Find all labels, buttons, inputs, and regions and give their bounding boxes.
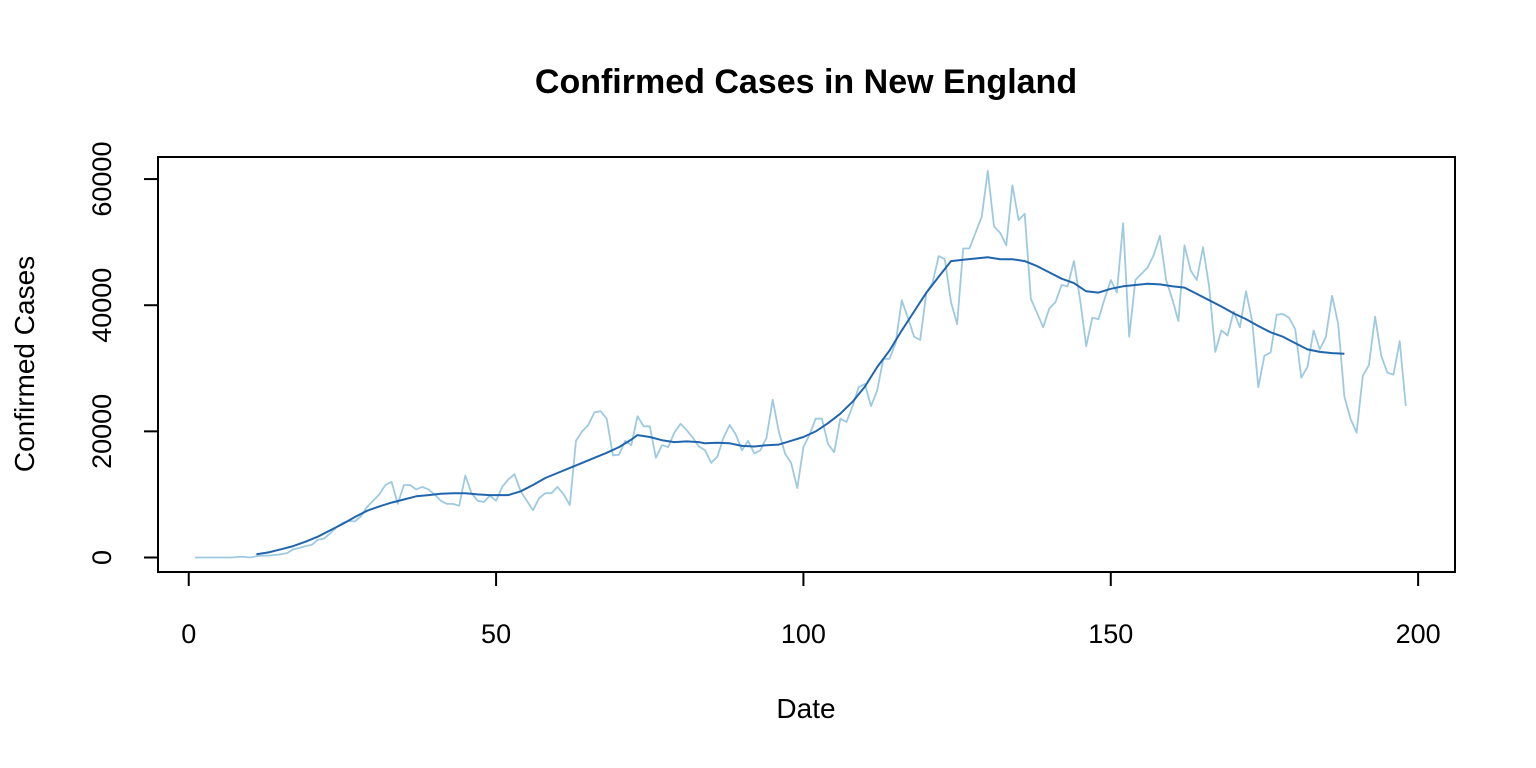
x-tick-label: 100 — [781, 619, 826, 649]
y-tick-label: 60000 — [87, 142, 117, 217]
series-layer — [194, 170, 1407, 559]
x-tick-label: 150 — [1088, 619, 1133, 649]
y-tick-label: 40000 — [87, 268, 117, 343]
x-tick-label: 200 — [1396, 619, 1441, 649]
x-tick-label: 0 — [181, 619, 196, 649]
series-line-smoothed — [256, 256, 1345, 556]
x-axis: 0 50 100 150 200 — [181, 571, 1441, 649]
chart-title: Confirmed Cases in New England — [535, 63, 1077, 101]
x-axis-label: Date — [776, 693, 835, 724]
y-tick-label: 0 — [87, 550, 117, 565]
series-line-daily — [194, 170, 1407, 559]
y-axis: 0 20000 40000 60000 — [87, 142, 159, 565]
x-tick-label: 50 — [481, 619, 511, 649]
y-tick-label: 20000 — [87, 394, 117, 469]
plot-frame — [157, 156, 1456, 573]
y-axis-label: Confirmed Cases — [9, 256, 40, 472]
